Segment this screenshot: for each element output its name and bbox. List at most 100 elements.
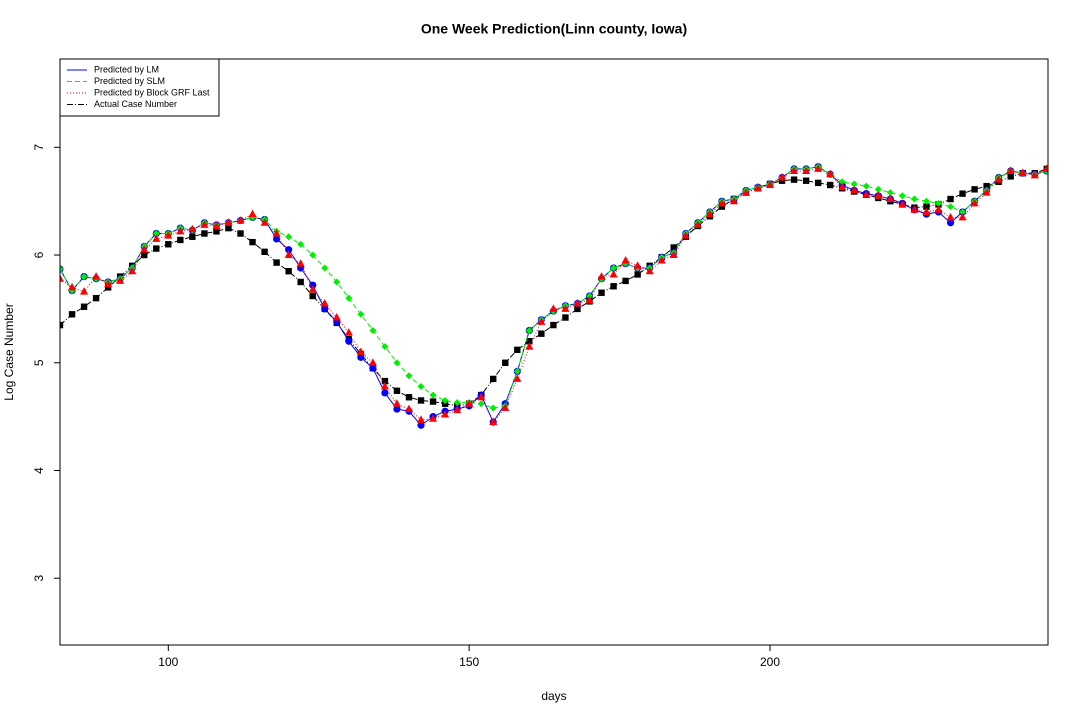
point — [380, 381, 389, 390]
point — [790, 176, 798, 183]
point — [165, 241, 172, 248]
point — [273, 259, 280, 266]
point — [356, 347, 365, 355]
point — [1007, 173, 1014, 180]
point — [213, 228, 220, 235]
point — [717, 198, 726, 207]
point — [947, 195, 954, 203]
point — [236, 216, 245, 224]
point — [922, 207, 931, 215]
point — [826, 181, 834, 189]
point — [393, 359, 401, 367]
point — [104, 279, 113, 288]
point — [405, 394, 413, 401]
point — [381, 377, 389, 385]
point — [525, 326, 533, 334]
point — [562, 314, 569, 321]
x-tick-label: 200 — [760, 655, 780, 669]
point — [633, 261, 642, 269]
point — [404, 404, 413, 413]
y-tick-label: 7 — [32, 144, 46, 151]
point — [273, 235, 281, 243]
point — [393, 387, 401, 394]
point — [946, 212, 955, 221]
point — [92, 294, 100, 302]
point — [237, 230, 244, 237]
point — [128, 266, 137, 275]
point — [60, 274, 64, 282]
point — [693, 220, 702, 228]
chart-title: One Week Prediction(Linn county, Iowa) — [421, 21, 687, 37]
point — [550, 321, 557, 329]
point — [224, 218, 233, 226]
point — [344, 328, 353, 336]
point — [959, 208, 967, 216]
point — [874, 191, 883, 199]
point — [321, 264, 329, 272]
point — [333, 278, 341, 286]
point — [417, 415, 426, 423]
point — [513, 374, 522, 382]
point — [574, 305, 581, 313]
plot-border — [59, 58, 1049, 646]
point — [357, 353, 365, 361]
point — [381, 389, 389, 397]
point — [60, 321, 64, 329]
point — [369, 326, 377, 334]
point — [489, 404, 497, 412]
point — [514, 346, 521, 354]
point — [525, 342, 534, 350]
point — [874, 185, 882, 193]
point — [368, 358, 377, 366]
point — [392, 399, 401, 407]
point — [141, 251, 148, 259]
point — [188, 224, 197, 233]
point — [164, 231, 173, 239]
point — [153, 245, 160, 252]
point — [345, 294, 353, 302]
point — [381, 343, 389, 351]
point — [838, 178, 846, 186]
point — [200, 220, 209, 228]
point — [561, 304, 570, 312]
point — [741, 188, 750, 196]
point — [1006, 166, 1015, 175]
point — [766, 180, 775, 189]
point — [309, 251, 317, 259]
point — [814, 164, 823, 172]
point — [598, 289, 605, 296]
point — [189, 233, 196, 240]
point — [609, 269, 618, 278]
point — [297, 278, 304, 286]
point — [272, 229, 281, 237]
point — [357, 310, 365, 318]
point — [753, 183, 762, 192]
point — [718, 203, 726, 210]
point — [369, 364, 377, 372]
point — [645, 266, 654, 275]
point — [116, 276, 125, 284]
point — [321, 305, 329, 313]
point — [549, 304, 558, 312]
point — [429, 391, 437, 399]
plot-area — [60, 163, 1048, 429]
x-tick-label: 150 — [459, 655, 479, 669]
point — [308, 285, 317, 293]
point — [320, 299, 329, 307]
legend-label: Predicted by LM — [94, 64, 159, 74]
point — [417, 382, 425, 390]
point — [332, 313, 341, 321]
point — [345, 337, 353, 345]
point — [417, 421, 425, 429]
point — [80, 273, 88, 281]
legend-box — [59, 58, 220, 117]
point — [910, 195, 918, 203]
point — [610, 283, 617, 290]
point — [441, 409, 450, 418]
point — [212, 221, 221, 229]
point — [838, 182, 847, 191]
point — [705, 209, 714, 218]
point — [910, 205, 919, 213]
point — [261, 248, 268, 256]
point — [862, 182, 870, 190]
